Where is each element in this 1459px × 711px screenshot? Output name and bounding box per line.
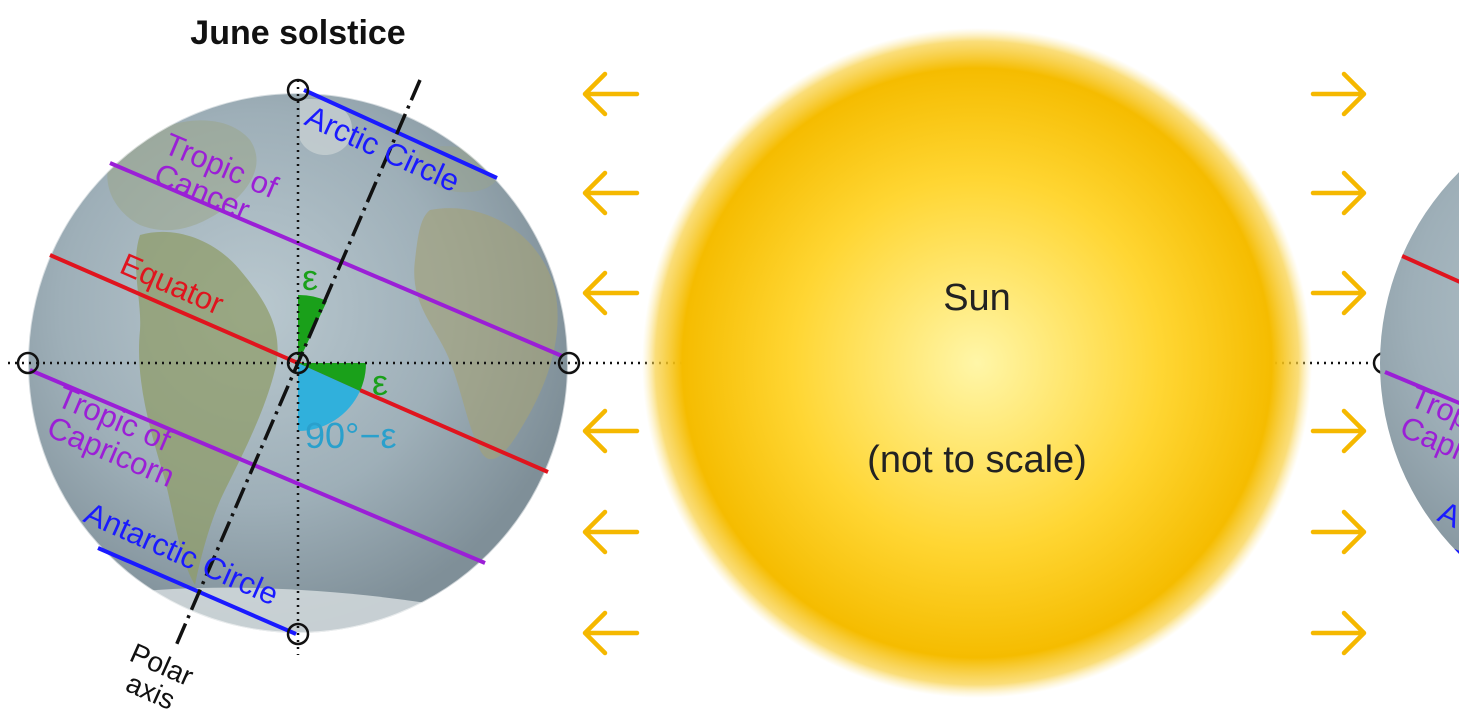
- right-arrow-icon: [1310, 170, 1367, 216]
- right-arrow-icon: [1310, 610, 1367, 656]
- epsilon-upper-label: ε: [302, 257, 318, 298]
- arctic-circle-line: [303, 88, 498, 180]
- complement-angle-label: 90°−ε: [305, 415, 397, 456]
- top-axis-marker: [286, 78, 310, 102]
- epsilon-lower-label: ε: [372, 362, 388, 403]
- left-arrow-icon: [582, 509, 640, 555]
- sun: Sun (not to scale): [642, 28, 1312, 698]
- right-arrows: [1310, 71, 1367, 656]
- right-arrow-icon: [1310, 509, 1367, 555]
- right-arrow-icon: [1310, 408, 1367, 454]
- tropic-of-cancer-line: [109, 161, 563, 358]
- diagram-title: June solstice: [190, 14, 405, 52]
- left-axis-marker: [16, 351, 40, 375]
- center-axis-marker: [286, 351, 310, 375]
- polar-axis-line: [173, 79, 422, 649]
- left-arrow-icon: [582, 270, 640, 316]
- right-axis-marker: [557, 351, 581, 375]
- tropic-of-capricorn-line: [29, 368, 486, 565]
- left-arrow-icon: [582, 610, 640, 656]
- sun-label: Sun: [943, 277, 1011, 319]
- epsilon-angle-wedge-lower: [298, 363, 367, 391]
- sun-scale-note: (not to scale): [867, 439, 1087, 481]
- left-arrow-icon: [582, 71, 640, 117]
- complement-angle-wedge: [298, 363, 360, 432]
- left-arrow-icon: [582, 408, 640, 454]
- bottom-axis-marker: [286, 622, 310, 646]
- left-arrow-icon: [582, 170, 640, 216]
- earth-globe-partial: Trop Capr A: [1380, 172, 1459, 572]
- antarctic-circle-line: [97, 546, 297, 636]
- right-arrow-icon: [1310, 270, 1367, 316]
- right-arrow-icon: [1310, 71, 1367, 117]
- left-arrows: [582, 71, 640, 656]
